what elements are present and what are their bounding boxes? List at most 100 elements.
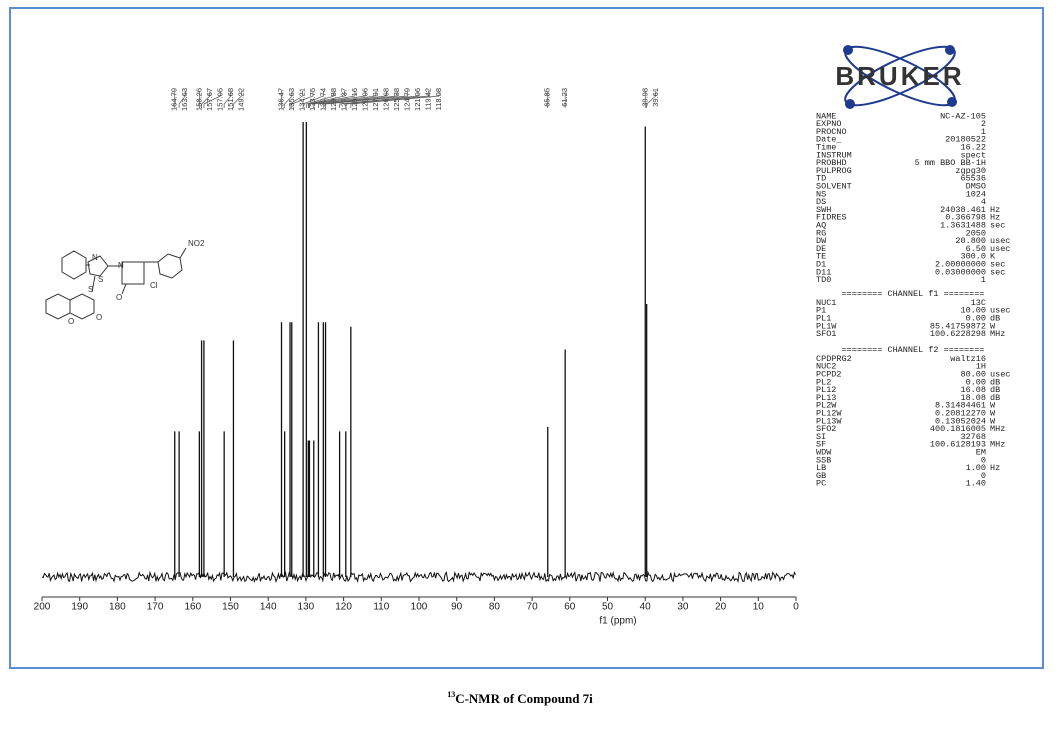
parameter-value: 65536 [960,174,986,184]
caption-text: C-NMR of Compound 7i [455,691,593,706]
parameter-name: PL2W [816,401,837,411]
x-axis-label: f1 (ppm) [599,616,636,627]
parameter-value: 100.6128193 [930,440,986,450]
parameter-value: 0 [981,471,986,481]
parameter-unit: MHz [990,424,1005,434]
parameter-name: PL13W [816,416,842,426]
parameter-unit: W [990,416,996,426]
parameter-name: GB [816,471,826,481]
parameter-name: WDW [816,447,832,457]
figure-frame [9,7,1044,669]
parameter-name: RG [816,228,826,238]
parameter-name: PROCNO [816,127,847,137]
parameter-value: 4 [981,197,986,207]
structure-label: O [68,317,74,326]
parameter-name: PL2 [816,377,831,387]
peak-label-leader [289,91,303,108]
channel-title: ======== CHANNEL f1 ======== [842,289,985,299]
parameter-value: 0.00 [966,377,986,387]
parameter-value: 80.00 [960,369,986,379]
peak-label: 157.05 [215,88,224,111]
structure-label: N [118,261,124,270]
parameter-value: 2 [981,119,986,129]
parameter-value: 24038.461 [940,205,986,215]
peak-label-leader [309,91,366,108]
x-tick-label: 20 [715,602,727,613]
parameter-name: PL12 [816,385,836,395]
peak-label-leader [284,91,293,108]
parameter-name: PC [816,479,826,489]
parameter-value: 1.3631488 [940,220,986,230]
parameter-value: 0.366798 [945,213,986,223]
peak-label: 121.06 [413,88,422,111]
parameter-unit: sec [990,220,1005,230]
structure-label: O [96,313,102,322]
parameter-name: SFO1 [816,329,836,339]
parameter-value: 16.22 [960,142,986,152]
parameter-name: PL13 [816,393,836,403]
parameter-unit: W [990,321,996,331]
parameter-name: NUC2 [816,362,836,372]
parameter-name: PULPROG [816,166,852,176]
parameter-name: NUC1 [816,298,836,308]
peak-label: 39.98 [640,88,649,107]
x-tick-label: 30 [677,602,689,613]
peak-label-leader [201,91,211,108]
peak-label-leader [325,91,408,108]
structure-label: NO2 [188,239,205,248]
parameter-name: SFO2 [816,424,836,434]
peak-label-leader [345,91,429,108]
parameter-value: zgpg30 [955,166,986,176]
parameter-name: PL1W [816,321,837,331]
parameter-value: 8.31484461 [935,401,986,411]
parameter-value: 20.800 [955,236,986,246]
peak-label: 164.79 [170,88,179,111]
parameter-value: EM [976,447,986,457]
x-tick-label: 180 [109,602,126,613]
peak-label: 134.21 [297,88,306,111]
x-tick-label: 0 [793,602,799,613]
parameter-unit: usec [990,244,1010,254]
peak-label-leader [306,91,335,108]
parameter-value: 2050 [966,228,986,238]
parameter-name: D1 [816,259,826,269]
parameter-unit: W [990,401,996,411]
peak-label: 127.91 [371,88,380,111]
parameter-value: 0 [981,455,986,465]
parameter-name: DW [816,236,827,246]
parameter-unit: MHz [990,329,1005,339]
peak-label: 133.75 [308,88,317,111]
parameter-value: 0.00 [966,313,986,323]
peak-label: 124.79 [402,88,411,111]
peak-label-leader [350,91,440,108]
parameter-name: Time [816,142,836,152]
peak-label-leader [646,91,657,108]
x-tick-label: 130 [298,602,315,613]
parameter-name: PROBHD [816,158,847,168]
caption-superscript: 13 [447,690,455,699]
parameter-value: waltz16 [950,354,986,364]
peak-label-leader [223,91,232,108]
x-tick-label: 120 [335,602,352,613]
parameter-name: SI [816,432,826,442]
parameter-name: NAME [816,111,836,121]
parameter-value: 10.00 [960,306,986,316]
peak-label: 118.08 [434,88,443,110]
parameter-name: TD [816,174,826,184]
parameter-value: DMSO [966,181,986,191]
parameter-value: 20180522 [945,135,986,145]
parameter-unit: usec [990,306,1010,316]
x-tick-label: 100 [411,602,428,613]
peak-label: 157.67 [205,88,214,111]
peak-label-leader [313,91,377,108]
parameter-name: CPDPRG2 [816,354,852,364]
parameter-value: NC-AZ-105 [940,111,986,121]
parameter-value: 5 mm BBO BB-1H [915,158,986,168]
parameter-unit: MHz [990,440,1005,450]
x-tick-label: 90 [451,602,463,613]
peak-label-leader [178,91,186,108]
parameter-name: SOLVENT [816,181,852,191]
structure-label: S [98,275,103,284]
logo-text: BRUKER [835,61,964,91]
structure-labels: NO2 N S N O Cl S O O [68,239,205,326]
